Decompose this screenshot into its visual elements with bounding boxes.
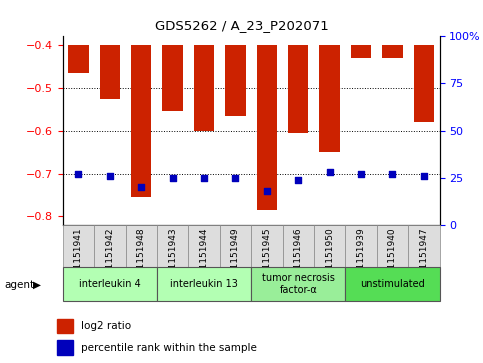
Bar xyxy=(162,45,183,111)
Text: GSM1151949: GSM1151949 xyxy=(231,227,240,288)
Bar xyxy=(288,45,309,133)
Bar xyxy=(319,45,340,152)
Text: GDS5262 / A_23_P202071: GDS5262 / A_23_P202071 xyxy=(155,19,328,32)
Point xyxy=(74,171,82,177)
Bar xyxy=(251,267,345,301)
Text: ▶: ▶ xyxy=(33,280,41,290)
Bar xyxy=(126,225,157,267)
Bar xyxy=(194,45,214,131)
Point xyxy=(169,175,177,181)
Bar xyxy=(157,225,188,267)
Bar xyxy=(314,225,345,267)
Text: interleukin 13: interleukin 13 xyxy=(170,279,238,289)
Bar xyxy=(408,225,440,267)
Text: GSM1151940: GSM1151940 xyxy=(388,227,397,288)
Bar xyxy=(63,267,157,301)
Point xyxy=(420,173,428,179)
Bar xyxy=(256,45,277,210)
Point xyxy=(326,169,333,175)
Point xyxy=(263,188,271,194)
Text: GSM1151946: GSM1151946 xyxy=(294,227,303,288)
Point xyxy=(106,173,114,179)
Text: unstimulated: unstimulated xyxy=(360,279,425,289)
Bar xyxy=(94,225,126,267)
Bar xyxy=(188,225,220,267)
Bar xyxy=(157,267,251,301)
Text: tumor necrosis
factor-α: tumor necrosis factor-α xyxy=(262,273,335,295)
Bar xyxy=(413,45,434,122)
Bar xyxy=(99,45,120,98)
Point xyxy=(389,171,397,177)
Bar xyxy=(68,45,89,73)
Point xyxy=(200,175,208,181)
Text: GSM1151944: GSM1151944 xyxy=(199,227,209,287)
Bar xyxy=(57,319,73,333)
Bar xyxy=(283,225,314,267)
Bar xyxy=(377,225,408,267)
Text: GSM1151943: GSM1151943 xyxy=(168,227,177,288)
Point xyxy=(357,171,365,177)
Bar xyxy=(351,45,371,58)
Text: GSM1151948: GSM1151948 xyxy=(137,227,146,288)
Text: interleukin 4: interleukin 4 xyxy=(79,279,141,289)
Point xyxy=(138,184,145,190)
Bar xyxy=(57,340,73,355)
Bar xyxy=(251,225,283,267)
Bar xyxy=(345,267,440,301)
Text: GSM1151939: GSM1151939 xyxy=(356,227,366,288)
Point xyxy=(232,175,240,181)
Point xyxy=(295,177,302,183)
Text: log2 ratio: log2 ratio xyxy=(81,321,131,331)
Bar xyxy=(131,45,152,197)
Bar xyxy=(382,45,403,58)
Text: GSM1151942: GSM1151942 xyxy=(105,227,114,287)
Text: agent: agent xyxy=(5,280,35,290)
Text: percentile rank within the sample: percentile rank within the sample xyxy=(81,343,257,352)
Bar xyxy=(345,225,377,267)
Text: GSM1151945: GSM1151945 xyxy=(262,227,271,288)
Text: GSM1151947: GSM1151947 xyxy=(419,227,428,288)
Text: GSM1151950: GSM1151950 xyxy=(325,227,334,288)
Bar xyxy=(220,225,251,267)
Text: GSM1151941: GSM1151941 xyxy=(74,227,83,288)
Bar xyxy=(225,45,246,116)
Bar xyxy=(63,225,94,267)
